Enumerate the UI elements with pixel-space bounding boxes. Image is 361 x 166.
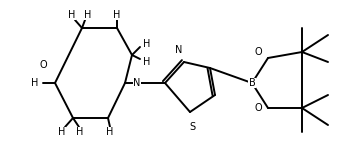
Text: H: H: [113, 10, 121, 20]
Text: O: O: [255, 103, 262, 113]
Text: N: N: [133, 78, 140, 88]
Text: H: H: [76, 127, 84, 137]
Text: N: N: [175, 45, 183, 55]
Text: H: H: [84, 10, 92, 20]
Text: H: H: [31, 78, 38, 88]
Text: H: H: [143, 57, 151, 67]
Text: O: O: [255, 47, 262, 57]
Text: O: O: [39, 60, 47, 70]
Text: B: B: [249, 78, 255, 88]
Text: S: S: [189, 122, 195, 132]
Text: H: H: [143, 39, 151, 49]
Text: H: H: [58, 127, 66, 137]
Text: H: H: [106, 127, 114, 137]
Text: H: H: [68, 10, 76, 20]
